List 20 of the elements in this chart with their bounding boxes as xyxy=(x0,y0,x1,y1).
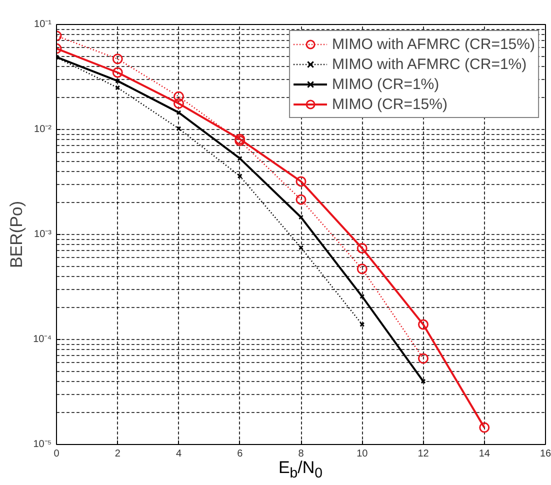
x-tick-label: 8 xyxy=(298,448,304,460)
x-tick-label: 2 xyxy=(114,448,121,460)
y-tick-label: 10⁻⁴ xyxy=(33,334,52,345)
x-axis-title: E$_{b}$/N$_{0}$ xyxy=(278,458,323,482)
y-tick-label: 10⁻⁵ xyxy=(33,439,52,450)
x-tick-label: 12 xyxy=(418,448,430,460)
x-tick-label: 16 xyxy=(540,448,551,460)
x-tick-label: 10 xyxy=(356,448,368,460)
legend-label: MIMO (CR=15%) xyxy=(332,95,448,113)
x-tick-label: 4 xyxy=(176,448,182,460)
legend-label: MIMO with AFMRC (CR=1%) xyxy=(332,55,527,73)
legend-label: MIMO with AFMRC (CR=15%) xyxy=(332,35,535,53)
y-axis-title: BER(Po) xyxy=(7,200,26,268)
y-tick-label: 10⁻² xyxy=(34,124,52,135)
x-tick-label: 0 xyxy=(54,448,60,460)
x-tick-label: 14 xyxy=(478,448,490,460)
y-tick-label: 10⁻¹ xyxy=(34,19,52,30)
y-tick-label: 10⁻³ xyxy=(34,229,52,240)
legend-label: MIMO (CR=1%) xyxy=(332,75,440,93)
x-tick-label: 6 xyxy=(237,448,244,460)
